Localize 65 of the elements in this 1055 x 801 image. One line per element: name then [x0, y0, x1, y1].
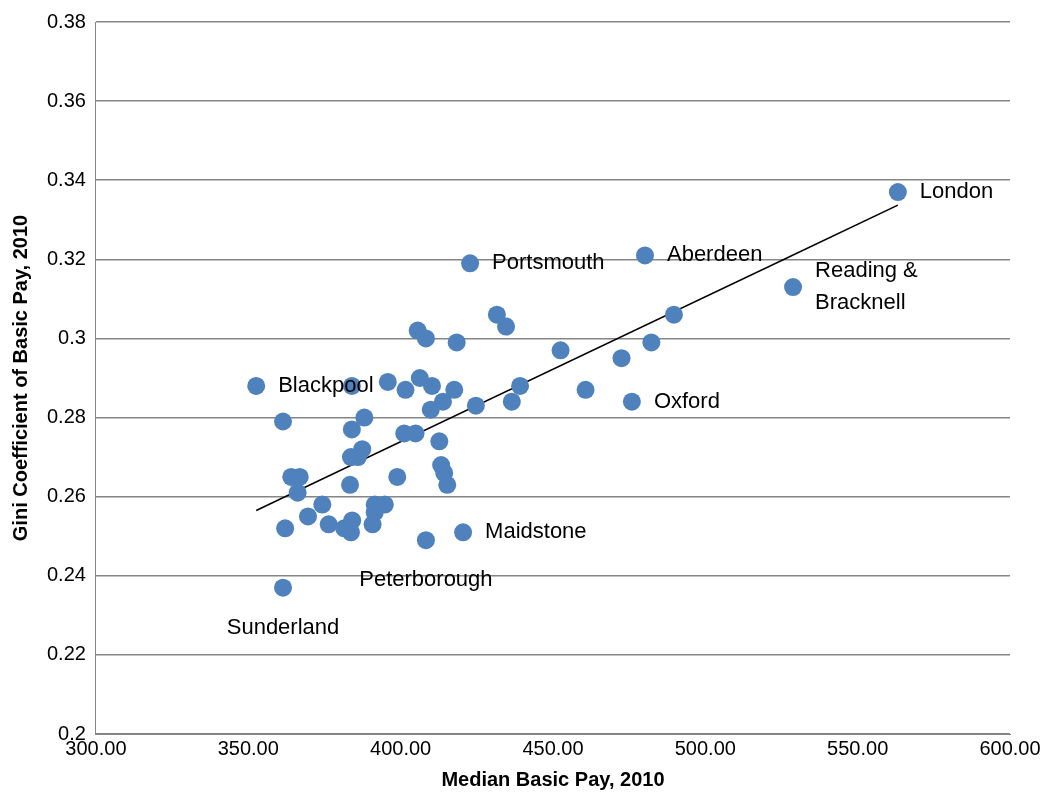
point [497, 317, 516, 336]
annotation: Sunderland [226, 613, 340, 639]
x-tick-label: 500.00 [674, 736, 736, 759]
y-axis-title: Gini Coefficient of Basic Pay, 2010 [8, 214, 31, 542]
point [421, 400, 440, 419]
point [551, 341, 570, 360]
point [487, 305, 506, 324]
point [313, 495, 332, 514]
x-tick-label: 400.00 [370, 736, 432, 759]
point [447, 333, 466, 352]
x-axis-title: Median Basic Pay, 2010 [441, 767, 665, 790]
point [276, 519, 295, 538]
point [430, 432, 449, 451]
x-tick-label: 450.00 [522, 736, 584, 759]
point [319, 515, 338, 534]
point [355, 408, 374, 427]
point [274, 578, 293, 597]
point [388, 467, 407, 486]
y-tick-label: 0.34 [46, 167, 86, 190]
point [247, 376, 266, 395]
point [664, 305, 683, 324]
point [576, 380, 595, 399]
point [288, 483, 307, 502]
annotation: London [919, 178, 994, 204]
point [888, 183, 907, 202]
point [642, 333, 661, 352]
point [378, 372, 397, 391]
y-tick-label: 0.26 [46, 484, 86, 507]
point [635, 246, 654, 265]
point [438, 475, 457, 494]
annotation: Aberdeen [666, 241, 763, 267]
point [396, 380, 415, 399]
point [298, 507, 317, 526]
y-tick-label: 0.38 [46, 9, 86, 32]
point [502, 392, 521, 411]
x-tick-label: 350.00 [217, 736, 279, 759]
point [416, 531, 435, 550]
point [274, 412, 293, 431]
annotation: Reading & Bracknell [815, 257, 919, 315]
annotation: Maidstone [485, 518, 587, 544]
point [423, 376, 441, 395]
y-tick-label: 0.36 [46, 88, 86, 111]
point [454, 523, 473, 542]
point [612, 349, 631, 368]
point [511, 376, 530, 395]
point [410, 369, 429, 387]
annotation: Peterborough [359, 566, 493, 592]
annotation: Portsmouth [492, 249, 605, 275]
annotation: Oxford [653, 387, 720, 413]
point [416, 329, 435, 348]
y-tick-label: 0.3 [58, 325, 86, 348]
y-tick-label: 0.24 [46, 563, 86, 586]
point [363, 515, 382, 534]
point [342, 420, 361, 439]
y-tick-label: 0.22 [46, 642, 86, 665]
point [784, 278, 803, 297]
point [445, 380, 464, 399]
point [461, 254, 480, 273]
x-tick-label: 550.00 [827, 736, 889, 759]
point [341, 475, 360, 494]
y-tick-label: 0.28 [46, 405, 86, 428]
y-tick-label: 0.32 [46, 246, 86, 269]
x-tick-label: 600.00 [979, 736, 1041, 759]
point [466, 396, 485, 415]
point [622, 392, 641, 411]
